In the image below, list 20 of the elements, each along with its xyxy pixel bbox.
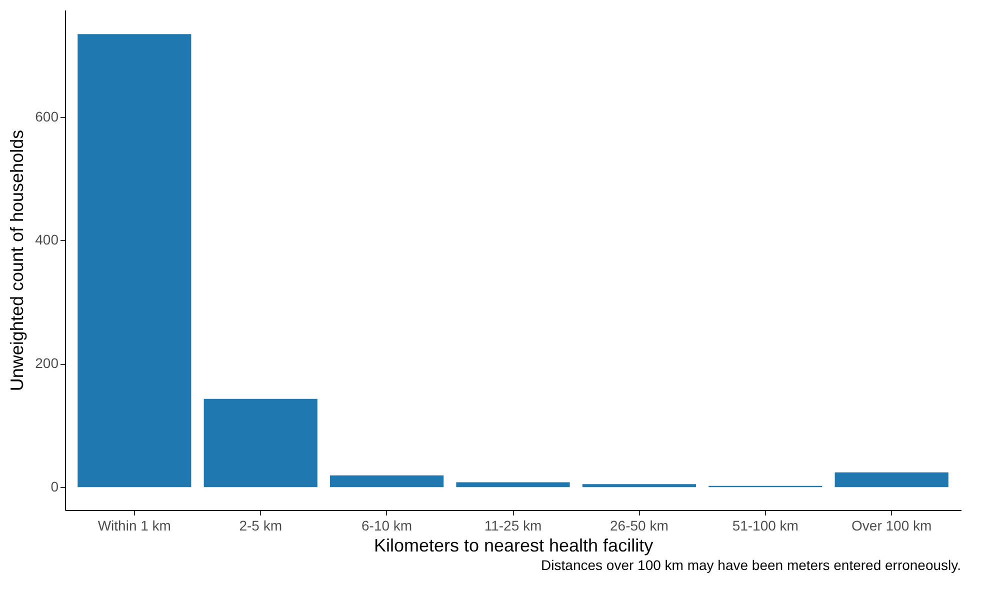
y-tick-label: 600 [35,108,59,124]
bar [330,475,444,488]
bar [204,398,318,488]
x-tick-label: Over 100 km [852,518,932,534]
y-tick-label: 400 [35,232,59,248]
x-tick-label: Within 1 km [98,518,171,534]
bar [456,482,570,488]
x-tick-label: 51-100 km [732,518,798,534]
x-axis-title: Kilometers to nearest health facility [374,536,654,556]
bar [834,472,948,488]
text: Distances over 100 km may have been meters entered erroneously. [541,557,961,573]
bar [582,484,696,488]
y-tick-label: 200 [35,355,59,372]
bar [78,34,192,488]
y-tick-label: 0 [50,478,59,495]
x-tick-label: 11-25 km [484,518,542,534]
x-tick-label: 26-50 km [610,518,668,534]
x-tick-label: 6-10 km [362,518,412,534]
y-axis-title: Unweighted count of households [7,130,28,392]
x-tick-label: 2-5 km [239,518,282,534]
